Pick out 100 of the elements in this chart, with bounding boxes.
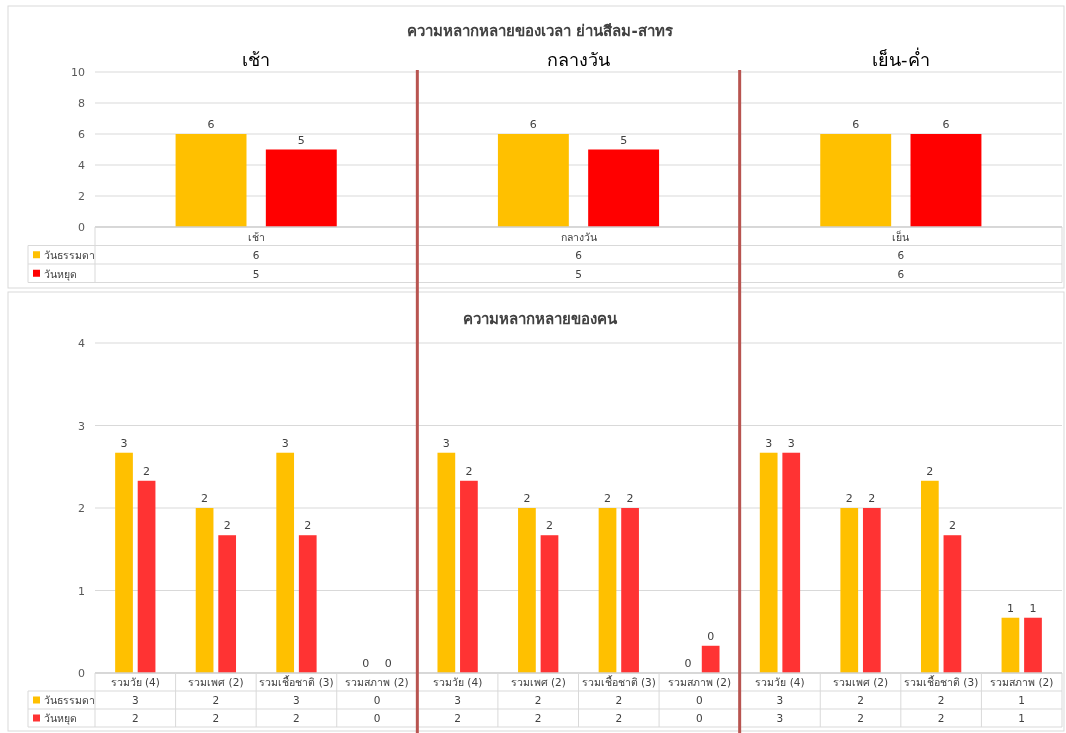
x-tick-label: รวมสภาพ (2) (990, 676, 1054, 688)
x-tick-label: เช้า (247, 230, 265, 243)
chart-title: ความหลากหลายของเวลา ย่านสีลม-สาทร (407, 22, 674, 40)
x-tick-label: รวมเชื้อชาติ (3) (259, 675, 334, 688)
bar (276, 452, 295, 673)
data-label: 2 (615, 712, 623, 724)
data-label: 3 (776, 712, 784, 724)
text: 6 (852, 118, 860, 131)
data-label: 1 (1018, 712, 1026, 724)
data-label: 3 (776, 694, 784, 706)
text: 2 (304, 519, 312, 533)
data-label: 6 (897, 267, 905, 280)
data-label: 5 (575, 267, 582, 280)
text: 3 (120, 436, 128, 450)
data-label: 6 (575, 249, 583, 261)
text: 2 (465, 464, 473, 478)
bar (218, 535, 237, 673)
bar (298, 535, 317, 673)
x-tick-label: รวมเชื้อชาติ (3) (581, 675, 656, 688)
bar (540, 535, 559, 673)
x-tick-label: รวมเพศ (2) (832, 676, 889, 688)
data-label: 3 (131, 694, 139, 706)
text: กลางวัน (547, 49, 610, 70)
bar (598, 508, 617, 673)
text: 0 (707, 629, 715, 643)
text: 2 (626, 492, 634, 505)
text: 2 (223, 519, 231, 533)
bar (782, 452, 801, 673)
text: 3 (442, 436, 450, 450)
text: 5 (297, 133, 305, 147)
bar (115, 452, 133, 673)
y-tick-label: 8 (78, 97, 85, 110)
data-label: 2 (293, 712, 300, 724)
data-label: 2 (131, 712, 139, 724)
legend-label: วันธรรมดา (44, 249, 95, 261)
data-label: 1 (1018, 694, 1026, 706)
bar (1024, 617, 1042, 673)
bar (943, 535, 962, 673)
text: 2 (845, 492, 853, 505)
bar (1001, 617, 1020, 673)
data-label: 0 (696, 712, 703, 724)
text: 2 (523, 492, 531, 505)
data-label: 0 (373, 712, 381, 724)
legend-label: วันหยุด (44, 267, 77, 281)
text: เช้า (242, 49, 271, 70)
y-tick-label: 3 (78, 419, 85, 433)
y-tick-label: 6 (78, 128, 85, 141)
data-label: 2 (857, 694, 864, 706)
data-label: 2 (937, 694, 945, 706)
data-label: 2 (534, 694, 542, 706)
legend-label: วันธรรมดา (44, 694, 95, 706)
y-tick-label: 2 (78, 190, 85, 203)
bar (759, 452, 778, 673)
text: 2 (201, 492, 209, 505)
data-label: 2 (212, 712, 220, 724)
text: เย็น-ค่ำ (872, 47, 930, 70)
text: 2 (545, 519, 553, 533)
x-tick-label: รวมวัย (4) (110, 676, 160, 688)
text: 2 (868, 492, 876, 505)
data-label: 5 (252, 267, 260, 280)
bar (437, 452, 456, 673)
data-label: 0 (373, 694, 381, 706)
bar (195, 508, 214, 673)
data-label: 2 (212, 694, 220, 706)
x-tick-label: เย็น (892, 229, 910, 243)
x-tick-label: รวมวัย (4) (755, 676, 805, 688)
text: 2 (948, 519, 956, 533)
data-label: 2 (615, 694, 623, 706)
bar (621, 508, 639, 673)
chart-title: ความหลากหลายของคน (463, 310, 618, 328)
text: 2 (604, 492, 612, 505)
y-tick-label: 1 (78, 584, 85, 598)
bar (920, 480, 939, 673)
text: 3 (765, 436, 773, 450)
x-tick-label: รวมวัย (4) (433, 676, 483, 688)
x-tick-label: รวมสภาพ (2) (345, 676, 409, 688)
y-tick-label: 4 (78, 337, 85, 350)
text: 1 (1029, 601, 1037, 615)
text: 2 (143, 464, 151, 478)
text: 6 (207, 118, 215, 131)
bar (137, 480, 156, 673)
x-tick-label: รวมสภาพ (2) (667, 676, 731, 688)
y-tick-label: 2 (78, 502, 85, 515)
text: 1 (1006, 601, 1014, 615)
x-tick-label: กลางวัน (560, 230, 597, 243)
x-tick-label: รวมเพศ (2) (188, 676, 244, 688)
text: 2 (926, 464, 934, 478)
y-tick-label: 4 (78, 159, 85, 172)
y-tick-label: 0 (78, 667, 85, 680)
text: 3 (787, 436, 795, 450)
text: 6 (942, 118, 950, 131)
data-label: 3 (454, 694, 461, 706)
bar (460, 480, 478, 673)
text: 0 (384, 657, 392, 670)
text: 5 (620, 133, 628, 147)
data-label: 2 (454, 712, 461, 724)
data-label: 6 (897, 249, 905, 261)
bar (862, 508, 881, 673)
text: 0 (684, 657, 692, 670)
x-tick-label: รวมเพศ (2) (510, 676, 566, 688)
